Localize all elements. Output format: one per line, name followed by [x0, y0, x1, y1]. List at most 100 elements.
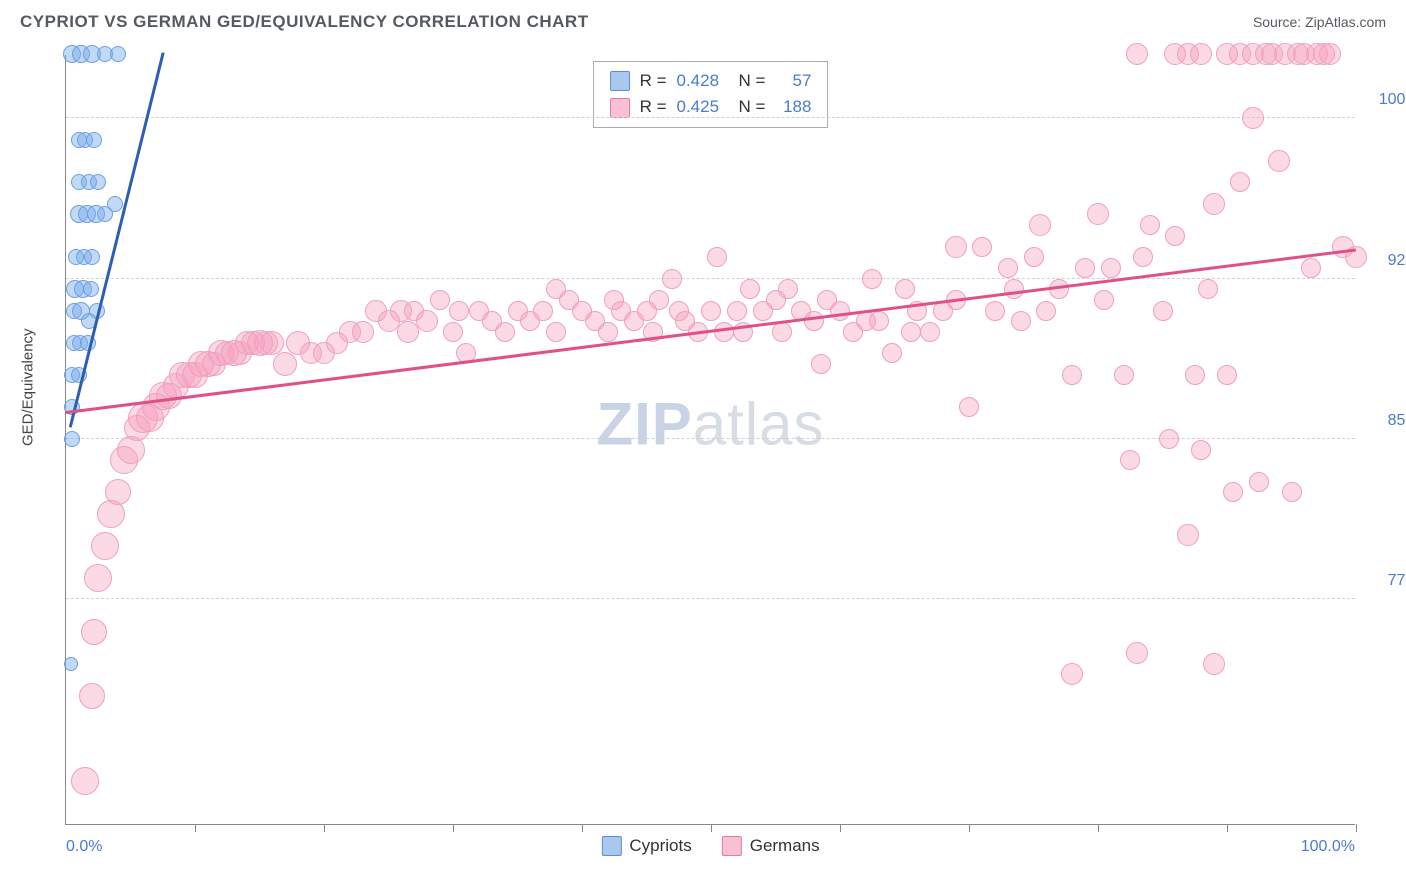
data-point: [772, 322, 792, 342]
data-point: [1140, 215, 1160, 235]
data-point: [443, 322, 463, 342]
swatch-germans-icon: [722, 836, 742, 856]
series-legend: Cypriots Germans: [601, 836, 819, 856]
data-point: [1282, 482, 1302, 502]
source-prefix: Source:: [1253, 14, 1305, 30]
swatch-germans-icon: [610, 98, 630, 118]
data-point: [352, 321, 374, 343]
data-point: [1242, 107, 1264, 129]
watermark: ZIPatlas: [596, 390, 824, 459]
data-point: [1133, 247, 1153, 267]
data-point: [862, 269, 882, 289]
r-label: R =: [640, 68, 667, 94]
data-point: [105, 479, 131, 505]
x-tick: [1227, 824, 1228, 832]
data-point: [920, 322, 940, 342]
source-attribution: Source: ZipAtlas.com: [1253, 14, 1386, 30]
data-point: [1268, 150, 1290, 172]
data-point: [1223, 482, 1243, 502]
data-point: [1249, 472, 1269, 492]
legend-row-cypriots: R = 0.428 N = 57: [610, 68, 812, 94]
data-point: [701, 301, 721, 321]
data-point: [714, 322, 734, 342]
data-point: [959, 397, 979, 417]
data-point: [430, 290, 450, 310]
data-point: [1185, 365, 1205, 385]
data-point: [91, 532, 119, 560]
data-point: [449, 301, 469, 321]
gridline: [66, 117, 1355, 118]
n-label: N =: [739, 68, 766, 94]
data-point: [1159, 429, 1179, 449]
source-name: ZipAtlas.com: [1305, 14, 1386, 30]
data-point: [1177, 524, 1199, 546]
data-point: [727, 301, 747, 321]
data-point: [1153, 301, 1173, 321]
data-point: [1075, 258, 1095, 278]
data-point: [895, 279, 915, 299]
data-point: [1114, 365, 1134, 385]
data-point: [107, 196, 123, 212]
data-point: [804, 311, 824, 331]
data-point: [598, 322, 618, 342]
x-tick: [1098, 824, 1099, 832]
data-point: [1165, 226, 1185, 246]
data-point: [1024, 247, 1044, 267]
x-tick: [1356, 824, 1357, 832]
data-point: [998, 258, 1018, 278]
data-point: [1301, 258, 1321, 278]
y-tick-label: 77.5%: [1388, 572, 1406, 590]
data-point: [1062, 365, 1082, 385]
r-value-cypriots: 0.428: [677, 68, 729, 94]
legend-label-germans: Germans: [750, 836, 820, 856]
watermark-part1: ZIP: [596, 391, 692, 458]
data-point: [649, 290, 669, 310]
chart-title: CYPRIOT VS GERMAN GED/EQUIVALENCY CORREL…: [20, 12, 589, 32]
data-point: [83, 281, 99, 297]
data-point: [416, 310, 438, 332]
data-point: [84, 564, 112, 592]
legend-item-cypriots: Cypriots: [601, 836, 691, 856]
data-point: [1319, 43, 1341, 65]
data-point: [1217, 365, 1237, 385]
x-tick: [711, 824, 712, 832]
data-point: [1036, 301, 1056, 321]
data-point: [81, 619, 107, 645]
data-point: [84, 249, 100, 265]
data-point: [495, 322, 515, 342]
data-point: [830, 301, 850, 321]
data-point: [1198, 279, 1218, 299]
data-point: [1126, 43, 1148, 65]
data-point: [397, 321, 419, 343]
scatter-plot-area: ZIPatlas R = 0.428 N = 57 R = 0.425 N = …: [65, 55, 1355, 825]
data-point: [1120, 450, 1140, 470]
data-point: [533, 301, 553, 321]
data-point: [985, 301, 1005, 321]
y-axis-label: GED/Equivalency: [20, 328, 37, 446]
x-tick: [969, 824, 970, 832]
data-point: [546, 322, 566, 342]
data-point: [1191, 440, 1211, 460]
x-tick: [453, 824, 454, 832]
y-tick-label: 92.5%: [1388, 252, 1406, 270]
data-point: [1101, 258, 1121, 278]
data-point: [972, 237, 992, 257]
data-point: [882, 343, 902, 363]
data-point: [1126, 642, 1148, 664]
data-point: [1203, 193, 1225, 215]
x-tick: [324, 824, 325, 832]
y-tick-label: 100.0%: [1379, 91, 1406, 109]
data-point: [811, 354, 831, 374]
data-point: [1190, 43, 1212, 65]
x-tick: [195, 824, 196, 832]
x-tick: [840, 824, 841, 832]
data-point: [71, 767, 99, 795]
trend-line: [69, 52, 164, 427]
x-tick: [582, 824, 583, 832]
data-point: [1011, 311, 1031, 331]
data-point: [1230, 172, 1250, 192]
data-point: [90, 174, 106, 190]
data-point: [64, 657, 78, 671]
swatch-cypriots-icon: [601, 836, 621, 856]
x-axis-min: 0.0%: [66, 838, 102, 856]
